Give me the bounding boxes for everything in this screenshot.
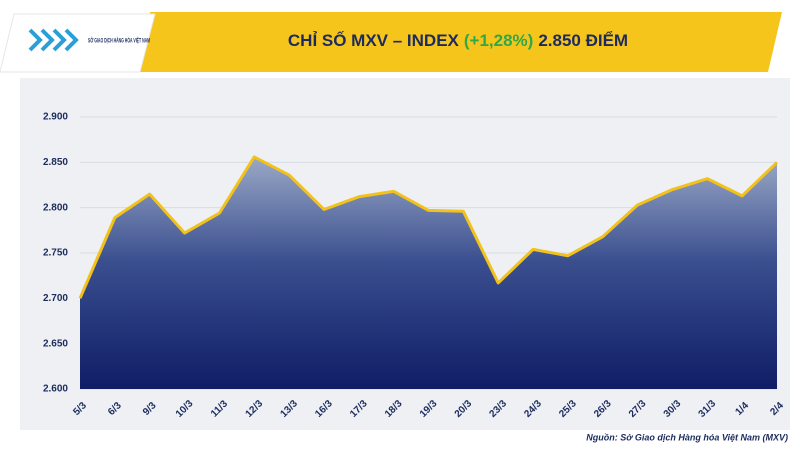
- source-note: Nguồn: Sở Giao dịch Hàng hóa Việt Nam (M…: [586, 432, 788, 442]
- logo-box: [0, 13, 156, 73]
- title-change: (+1,28%): [464, 31, 533, 50]
- y-tick-label: 2.900: [43, 112, 68, 123]
- title-text: CHỈ SỐ MXV – INDEX: [288, 30, 460, 50]
- y-tick-label: 2.800: [43, 202, 68, 213]
- logo-text: SỞ GIAO DỊCH HÀNG HÓA VIỆT NAM: [88, 37, 150, 45]
- chart-title: CHỈ SỐ MXV – INDEX (+1,28%) 2.850 ĐIỂM: [288, 30, 628, 50]
- y-tick-label: 2.700: [43, 293, 68, 304]
- title-value: 2.850 ĐIỂM: [538, 31, 628, 50]
- line: [78, 155, 779, 299]
- title-banner: [136, 12, 782, 72]
- y-tick-label: 2.750: [43, 248, 68, 259]
- y-tick-label: 2.600: [43, 384, 68, 395]
- y-tick-label: 2.850: [43, 157, 68, 168]
- area: [80, 156, 777, 389]
- logo-icon: [28, 28, 79, 52]
- y-tick-label: 2.650: [43, 338, 68, 349]
